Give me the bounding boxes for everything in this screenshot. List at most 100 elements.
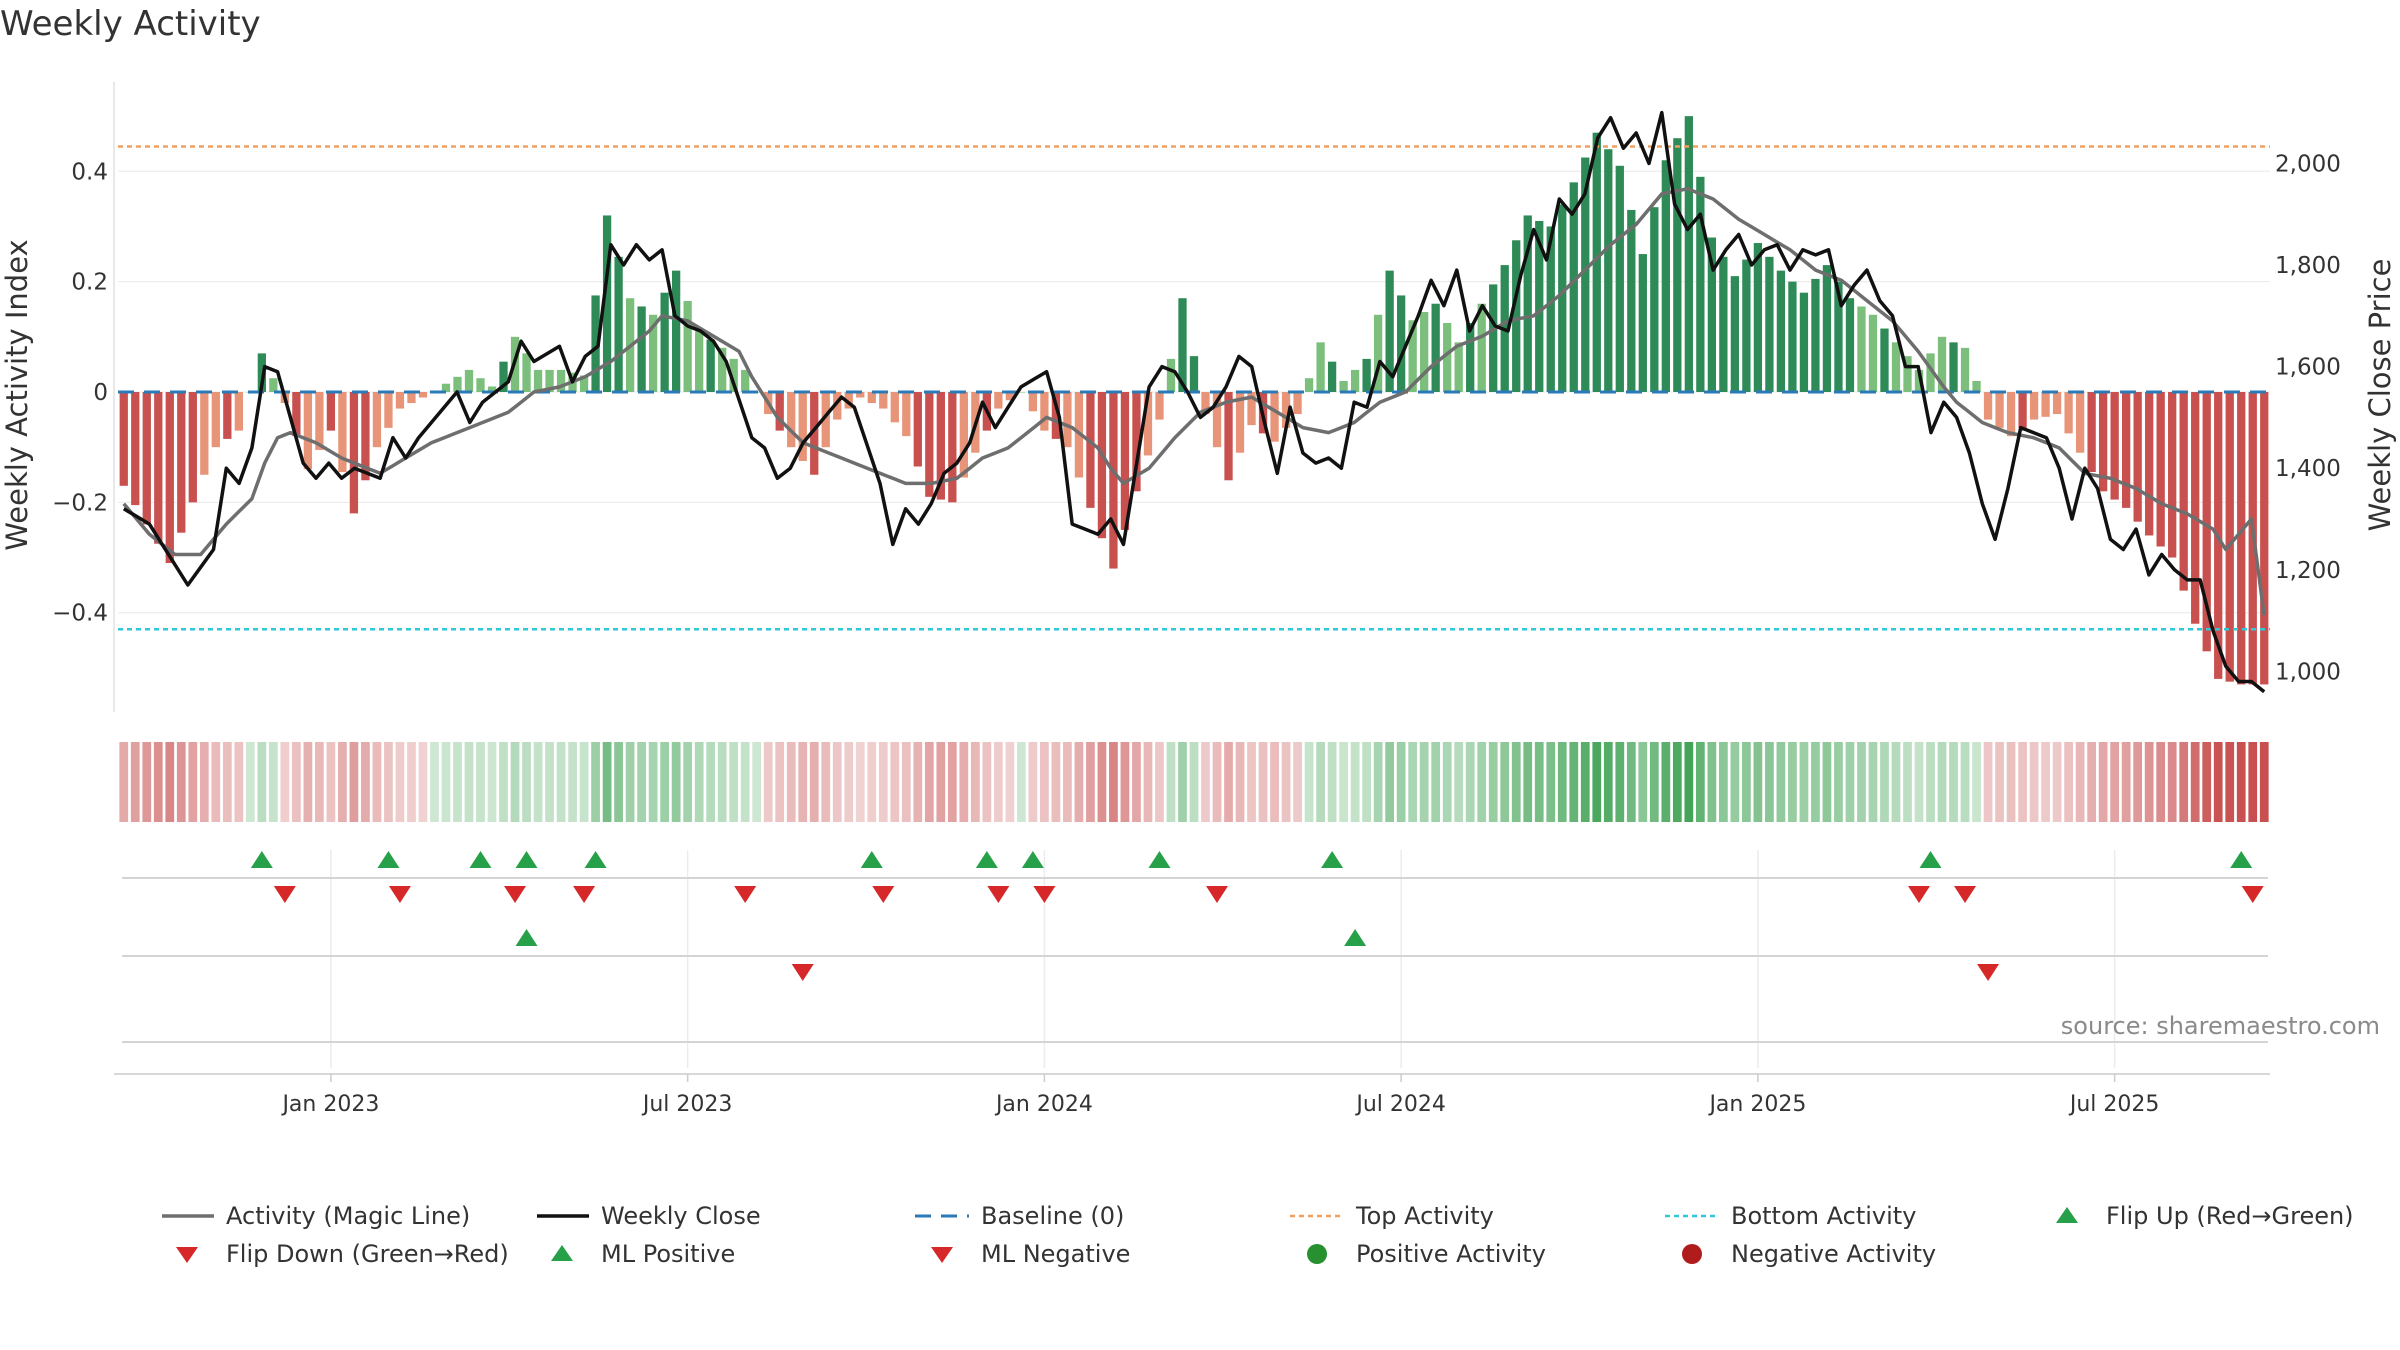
heat-strip-cell xyxy=(499,742,508,822)
heat-strip-cell xyxy=(1857,742,1866,822)
activity-bar xyxy=(2029,392,2039,420)
legend-label: Flip Down (Green→Red) xyxy=(226,1240,509,1268)
activity-bar xyxy=(775,392,784,431)
activity-bar xyxy=(959,392,968,478)
flip-down-marker xyxy=(273,886,296,903)
heat-strip-cell xyxy=(1408,742,1418,822)
heat-strip-cell xyxy=(522,742,531,822)
heat-strip-cell xyxy=(1569,742,1579,822)
activity-bar xyxy=(2179,392,2188,591)
activity-bar xyxy=(1535,220,1544,392)
activity-heat-strip xyxy=(119,742,2269,822)
heat-strip-cell xyxy=(1788,742,1797,822)
heat-strip-cell xyxy=(303,742,313,822)
activity-bar xyxy=(1903,356,1912,392)
heat-strip-cell xyxy=(648,742,658,822)
activity-bar xyxy=(2110,392,2119,500)
activity-bar xyxy=(154,392,163,544)
heat-strip-cell xyxy=(338,742,347,822)
activity-bar xyxy=(1638,254,1647,392)
heat-strip-cell xyxy=(1649,742,1659,822)
activity-bar xyxy=(787,392,796,448)
heat-strip-cell xyxy=(2075,742,2085,822)
activity-bar xyxy=(1420,312,1429,392)
heat-strip-cell xyxy=(970,742,980,822)
heat-strip-cell xyxy=(1488,742,1498,822)
heat-strip-cell xyxy=(257,742,267,822)
activity-bar xyxy=(2087,392,2096,472)
y2-axis-label: Weekly Close Price xyxy=(2363,259,2397,532)
heat-strip-cell xyxy=(384,742,393,822)
heat-strip-cell xyxy=(798,742,808,822)
activity-bar xyxy=(936,392,945,500)
flip-up-marker xyxy=(860,851,883,868)
activity-bar xyxy=(1650,207,1659,392)
activity-bar xyxy=(1178,298,1187,392)
heat-strip-cell xyxy=(855,742,865,822)
heat-strip-cell xyxy=(142,742,152,822)
activity-bar xyxy=(1696,176,1705,392)
heat-strip-cell xyxy=(487,742,497,822)
activity-bar xyxy=(1604,149,1613,392)
x-tick-label: Jan 2024 xyxy=(994,1092,1093,1117)
activity-bar xyxy=(729,358,738,392)
heat-strip-cell xyxy=(188,742,198,822)
activity-bar xyxy=(1558,204,1567,392)
x-tick-label: Jan 2023 xyxy=(280,1092,379,1117)
activity-bar xyxy=(614,256,623,392)
activity-bar xyxy=(395,392,405,409)
heat-strip-cell xyxy=(729,742,739,822)
heat-strip-cell xyxy=(924,742,934,822)
heat-strip-cell xyxy=(1235,742,1245,822)
activity-bar xyxy=(1673,138,1682,392)
legend-label: Weekly Close xyxy=(601,1202,761,1230)
heat-strip-cell xyxy=(2018,742,2027,822)
activity-bar xyxy=(1339,380,1348,392)
heat-strip-cell xyxy=(763,742,773,822)
ml-negative-marker xyxy=(1977,964,2000,981)
heat-strip-cell xyxy=(2098,742,2108,822)
heat-strip-cell xyxy=(993,742,1003,822)
x-tick-label: Jul 2025 xyxy=(2068,1092,2160,1117)
heat-strip-cell xyxy=(1995,742,2004,822)
activity-bar xyxy=(1776,270,1786,392)
activity-bar xyxy=(533,369,543,392)
heat-strip-cell xyxy=(1362,742,1371,822)
heat-strip-cell xyxy=(1626,742,1636,822)
heat-strip-cell xyxy=(453,742,462,822)
activity-bar xyxy=(1373,314,1383,392)
flip-up-marker xyxy=(1919,851,1942,868)
activity-bar xyxy=(234,392,243,431)
heat-strip-cell xyxy=(1339,742,1348,822)
chart-title: Weekly Activity xyxy=(0,4,261,44)
signal-rows xyxy=(122,851,2268,1043)
activity-bar xyxy=(660,292,669,392)
flip-down-marker xyxy=(872,886,895,903)
legend-item: ML Negative xyxy=(911,1240,1130,1268)
activity-bar xyxy=(1719,256,1728,392)
heat-strip-cell xyxy=(1672,742,1682,822)
heat-strip-cell xyxy=(1120,742,1130,822)
heat-strip-cell xyxy=(1776,742,1786,822)
heat-strip-cell xyxy=(165,742,175,822)
activity-bar xyxy=(925,392,934,497)
heat-strip-cell xyxy=(1868,742,1878,822)
activity-bar xyxy=(1040,392,1049,431)
activity-bar xyxy=(1431,303,1440,392)
activity-bar xyxy=(1742,259,1751,392)
heat-strip-cell xyxy=(844,742,854,822)
heat-strip-cell xyxy=(1845,742,1855,822)
heat-strip-cell xyxy=(1419,742,1429,822)
x-tick-label: Jan 2025 xyxy=(1707,1092,1806,1117)
activity-bar xyxy=(683,300,692,392)
activity-bar xyxy=(545,369,554,392)
activity-bar xyxy=(1327,361,1337,392)
heat-strip-cell xyxy=(1811,742,1820,822)
flip-up-marker xyxy=(1021,851,1044,868)
heat-strip-cell xyxy=(176,742,186,822)
legend-item: Activity (Magic Line) xyxy=(156,1202,470,1230)
activity-bar xyxy=(1661,160,1670,392)
legend-label: Flip Up (Red→Green) xyxy=(2106,1202,2354,1230)
heat-strip-cell xyxy=(2133,742,2143,822)
flip-down-marker xyxy=(388,886,411,903)
